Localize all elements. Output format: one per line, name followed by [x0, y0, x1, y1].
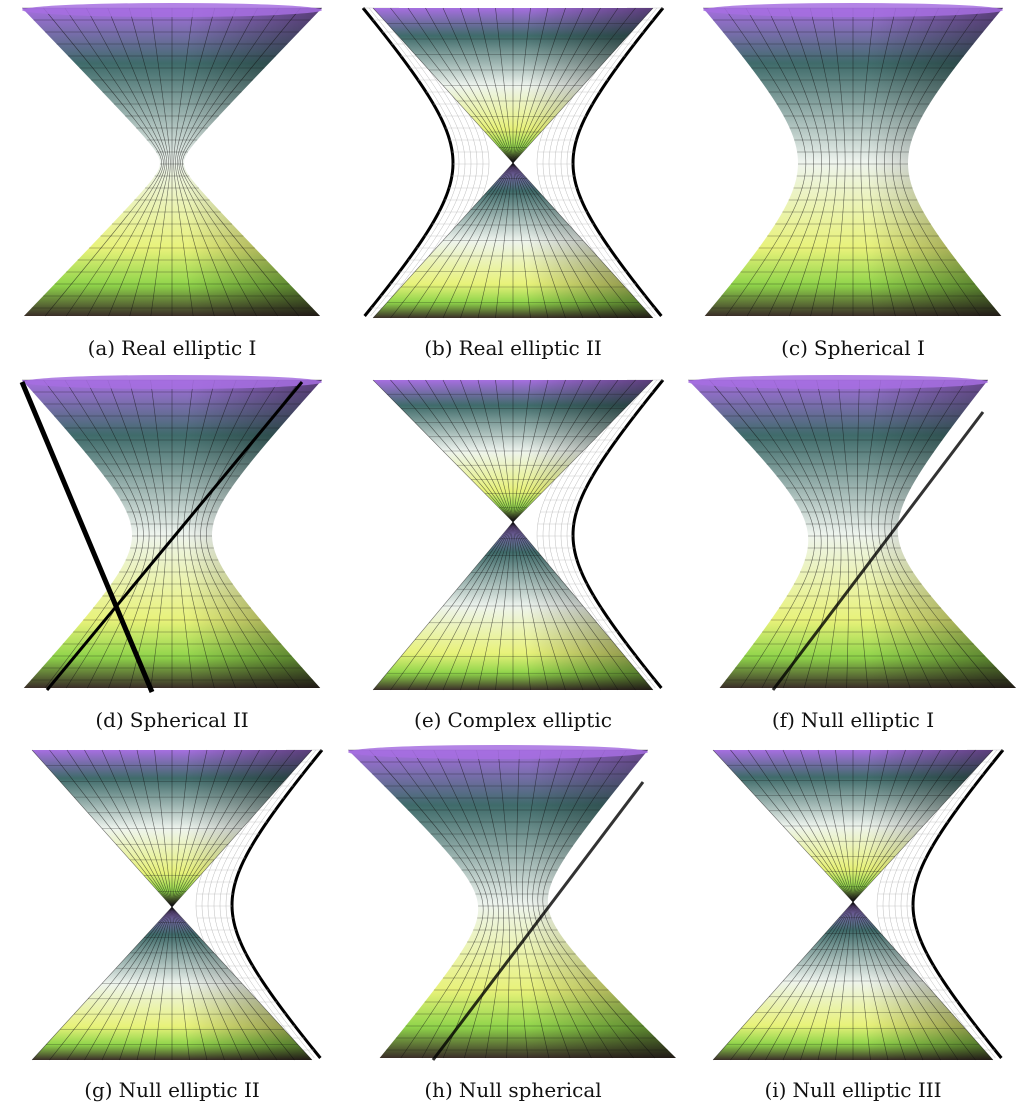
surface-spherical-2: [19, 375, 322, 693]
surface-null-spherical: [348, 745, 676, 1061]
surface-null-elliptic-2: [31, 749, 324, 1061]
caption-tag: (e): [414, 708, 442, 732]
surface-null-elliptic-1: [688, 375, 1017, 691]
caption-b: (b) Real elliptic II: [343, 336, 683, 360]
caption-h: (h) Null spherical: [343, 1078, 683, 1102]
panel-h: (h) Null spherical: [343, 742, 683, 1111]
caption-f: (f) Null elliptic I: [683, 708, 1023, 732]
caption-c: (c) Spherical I: [683, 336, 1023, 360]
surface-null-elliptic-3: [712, 749, 1005, 1061]
panel-i: (i) Null elliptic III: [683, 742, 1023, 1111]
caption-tag: (i): [764, 1078, 787, 1102]
surface-real-elliptic-2: [361, 7, 665, 319]
panel-d: (d) Spherical II: [2, 372, 342, 741]
panel-a: (a) Real elliptic I: [2, 0, 342, 369]
surface-spherical-1: [703, 3, 1003, 317]
panel-g: (g) Null elliptic II: [2, 742, 342, 1111]
caption-label: Spherical II: [129, 708, 249, 732]
caption-tag: (b): [424, 336, 453, 360]
caption-label: Null elliptic I: [800, 708, 935, 732]
caption-label: Null elliptic II: [118, 1078, 260, 1102]
panel-e: (e) Complex elliptic: [343, 372, 683, 741]
caption-label: Null spherical: [458, 1078, 602, 1102]
caption-g: (g) Null elliptic II: [2, 1078, 342, 1102]
caption-tag: (a): [87, 336, 116, 360]
caption-i: (i) Null elliptic III: [683, 1078, 1023, 1102]
caption-label: Spherical I: [813, 336, 925, 360]
caption-d: (d) Spherical II: [2, 708, 342, 732]
caption-label: Real elliptic II: [458, 336, 602, 360]
caption-label: Real elliptic I: [121, 336, 257, 360]
panel-f: (f) Null elliptic I: [683, 372, 1023, 741]
panel-c: (c) Spherical I: [683, 0, 1023, 369]
caption-e: (e) Complex elliptic: [343, 708, 683, 732]
caption-tag: (h): [424, 1078, 453, 1102]
panel-b: (b) Real elliptic II: [343, 0, 683, 369]
caption-tag: (g): [84, 1078, 113, 1102]
caption-tag: (d): [95, 708, 124, 732]
caption-tag: (f): [771, 708, 795, 732]
caption-label: Null elliptic III: [792, 1078, 942, 1102]
surface-complex-elliptic: [372, 379, 665, 691]
caption-a: (a) Real elliptic I: [2, 336, 342, 360]
surface-real-elliptic-1: [22, 3, 322, 317]
caption-tag: (c): [781, 336, 808, 360]
caption-label: Complex elliptic: [447, 708, 612, 732]
